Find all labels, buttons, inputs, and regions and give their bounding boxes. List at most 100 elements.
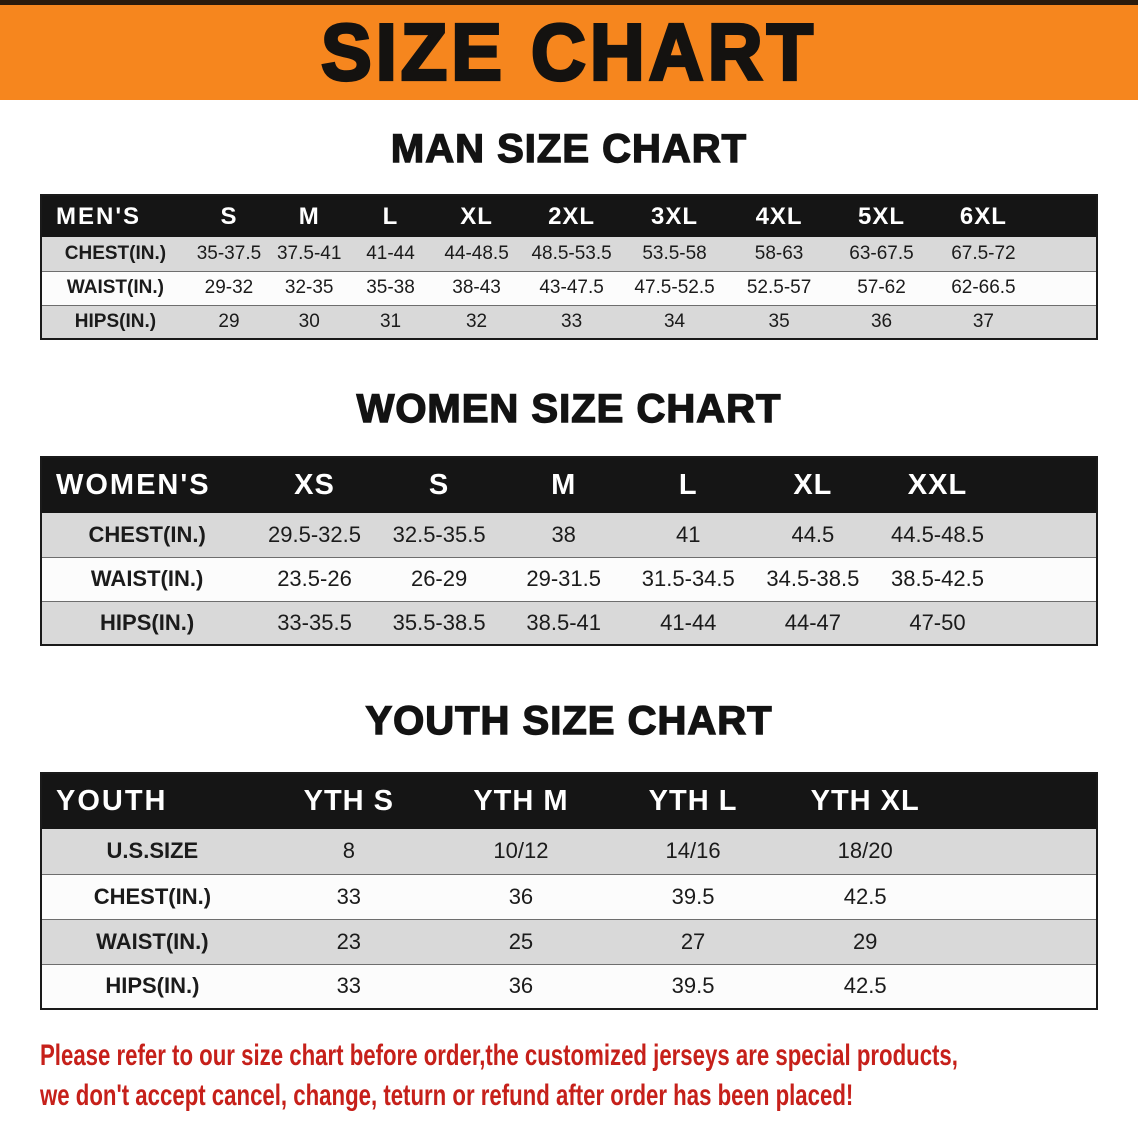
value-cell: 53.5-58 bbox=[621, 237, 728, 271]
value-cell: 63-67.5 bbox=[830, 237, 933, 271]
measurement-row: U.S.SIZE 8 10/12 14/16 18/20 bbox=[41, 829, 1097, 874]
measurement-row: CHEST(IN.) 29.5-32.5 32.5-35.5 38 41 44.5 44.5… bbox=[41, 513, 1097, 557]
value-cell: 42.5 bbox=[779, 873, 952, 919]
value-cell: 41-44 bbox=[625, 600, 751, 645]
women-size-table: WOMEN'S XS S M L XL XXL CHEST(IN.) 29.5-32.5 32.5… bbox=[40, 456, 1098, 646]
value-cell: 36 bbox=[434, 873, 607, 919]
value-cell: 36 bbox=[434, 963, 607, 1009]
value-cell: 42.5 bbox=[779, 963, 952, 1009]
header-row: WOMEN'S XS S M L XL XXL bbox=[41, 457, 1097, 513]
value-cell: 29 bbox=[188, 304, 270, 339]
women-section-heading: WOMEN SIZE CHART bbox=[356, 386, 782, 431]
size-header-cell: S bbox=[188, 195, 270, 237]
value-cell: 29.5-32.5 bbox=[252, 513, 377, 557]
measurement-row: WAIST(IN.) 29-32 32-35 35-38 38-43 43-47.5 47.… bbox=[41, 270, 1097, 305]
measurement-row: WAIST(IN.) 23 25 27 29 bbox=[41, 918, 1097, 964]
header-row: YOUTH YTH S YTH M YTH L YTH XL bbox=[41, 773, 1097, 829]
size-header-cell: YTH S bbox=[262, 773, 435, 829]
size-header-cell: L bbox=[625, 457, 751, 513]
spacer-cell bbox=[951, 918, 1097, 964]
value-cell: 38.5-41 bbox=[501, 600, 626, 645]
size-header-cell: S bbox=[376, 457, 502, 513]
row-label-cell: HIPS(IN.) bbox=[41, 304, 189, 339]
notice-line-2: we don't accept cancel, change, teturn o… bbox=[40, 1079, 854, 1112]
value-cell: 32 bbox=[431, 304, 522, 339]
size-header-cell: 4XL bbox=[727, 195, 831, 237]
value-cell: 10/12 bbox=[434, 829, 607, 874]
spacer-cell bbox=[1034, 195, 1097, 237]
table-name-cell: MEN'S bbox=[41, 195, 189, 237]
size-header-cell: M bbox=[269, 195, 350, 237]
youth-section: YOUTH SIZE CHART YOUTH YTH S YTH M YTH L YTH… bbox=[0, 698, 1138, 1010]
value-cell: 44.5 bbox=[750, 513, 876, 557]
value-cell: 31 bbox=[349, 304, 432, 339]
row-label-cell: WAIST(IN.) bbox=[41, 556, 253, 601]
value-cell: 27 bbox=[607, 918, 780, 964]
value-cell: 44-48.5 bbox=[431, 237, 522, 271]
value-cell: 62-66.5 bbox=[932, 270, 1035, 305]
value-cell: 43-47.5 bbox=[521, 270, 622, 305]
row-label-cell: WAIST(IN.) bbox=[41, 918, 263, 964]
notice-line-1: Please refer to our size chart before or… bbox=[40, 1039, 958, 1072]
value-cell: 67.5-72 bbox=[932, 237, 1035, 271]
spacer-cell bbox=[1034, 270, 1097, 305]
size-header-cell: XL bbox=[750, 457, 876, 513]
value-cell: 18/20 bbox=[779, 829, 952, 874]
value-cell: 30 bbox=[269, 304, 350, 339]
spacer-cell bbox=[999, 600, 1097, 645]
value-cell: 48.5-53.5 bbox=[521, 237, 622, 271]
value-cell: 37.5-41 bbox=[269, 237, 350, 271]
size-header-cell: 6XL bbox=[932, 195, 1035, 237]
value-cell: 33 bbox=[521, 304, 622, 339]
measurement-row: HIPS(IN.) 29 30 31 32 33 34 35 36 37 bbox=[41, 304, 1097, 339]
order-notice: Please refer to our size chart before or… bbox=[40, 1036, 1138, 1116]
value-cell: 38-43 bbox=[431, 270, 522, 305]
value-cell: 32.5-35.5 bbox=[376, 513, 502, 557]
value-cell: 44.5-48.5 bbox=[875, 513, 1000, 557]
measurement-row: CHEST(IN.) 35-37.5 37.5-41 41-44 44-48.5 48.5… bbox=[41, 237, 1097, 271]
value-cell: 33-35.5 bbox=[252, 600, 377, 645]
row-label-cell: U.S.SIZE bbox=[41, 829, 263, 874]
value-cell: 31.5-34.5 bbox=[625, 556, 751, 601]
value-cell: 44-47 bbox=[750, 600, 876, 645]
value-cell: 38.5-42.5 bbox=[875, 556, 1000, 601]
size-header-cell: YTH XL bbox=[779, 773, 952, 829]
page-title: SIZE CHART bbox=[320, 7, 817, 97]
size-header-cell: L bbox=[349, 195, 432, 237]
value-cell: 34.5-38.5 bbox=[750, 556, 876, 601]
value-cell: 38 bbox=[501, 513, 626, 557]
value-cell: 29 bbox=[779, 918, 952, 964]
value-cell: 52.5-57 bbox=[727, 270, 831, 305]
row-label-cell: CHEST(IN.) bbox=[41, 237, 189, 271]
size-header-cell: 2XL bbox=[521, 195, 622, 237]
value-cell: 29-31.5 bbox=[501, 556, 626, 601]
spacer-cell bbox=[951, 963, 1097, 1009]
measurement-row: HIPS(IN.) 33-35.5 35.5-38.5 38.5-41 41-44 44-… bbox=[41, 600, 1097, 645]
value-cell: 26-29 bbox=[376, 556, 502, 601]
row-label-cell: CHEST(IN.) bbox=[41, 873, 263, 919]
youth-section-heading: YOUTH SIZE CHART bbox=[365, 698, 773, 743]
value-cell: 57-62 bbox=[830, 270, 933, 305]
value-cell: 37 bbox=[932, 304, 1035, 339]
value-cell: 35-38 bbox=[349, 270, 432, 305]
women-section: WOMEN SIZE CHART WOMEN'S XS S M L XL XXL CHEST(… bbox=[0, 386, 1138, 646]
value-cell: 47-50 bbox=[875, 600, 1000, 645]
value-cell: 41-44 bbox=[349, 237, 432, 271]
size-header-cell: YTH L bbox=[607, 773, 780, 829]
spacer-cell bbox=[1034, 304, 1097, 339]
size-header-cell: 5XL bbox=[830, 195, 933, 237]
value-cell: 29-32 bbox=[188, 270, 270, 305]
size-header-cell: XL bbox=[431, 195, 522, 237]
value-cell: 58-63 bbox=[727, 237, 831, 271]
table-name-cell: YOUTH bbox=[41, 773, 263, 829]
men-section: MAN SIZE CHART MEN'S S M L XL 2XL 3XL 4XL 5XL 6XL… bbox=[0, 126, 1138, 340]
size-header-cell: XS bbox=[252, 457, 377, 513]
value-cell: 36 bbox=[830, 304, 933, 339]
measurement-row: WAIST(IN.) 23.5-26 26-29 29-31.5 31.5-34.5 34… bbox=[41, 556, 1097, 601]
value-cell: 39.5 bbox=[607, 873, 780, 919]
value-cell: 35 bbox=[727, 304, 831, 339]
value-cell: 25 bbox=[434, 918, 607, 964]
value-cell: 34 bbox=[621, 304, 728, 339]
spacer-cell bbox=[951, 873, 1097, 919]
